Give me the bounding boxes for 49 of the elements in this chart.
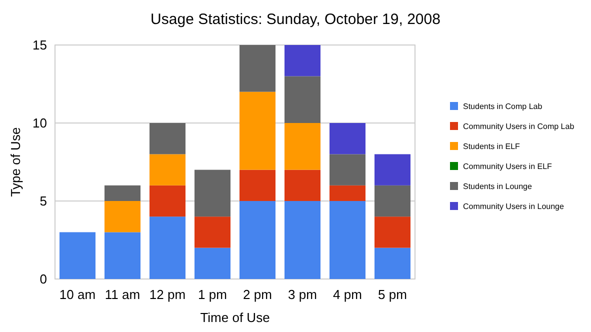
bar: [374, 216, 410, 248]
bar: [104, 232, 140, 279]
x-tick-label: 2 pm: [243, 287, 272, 302]
bar: [330, 201, 366, 279]
bar: [150, 185, 186, 217]
x-tick-label: 10 am: [59, 287, 96, 302]
legend-label: Community Users in Comp Lab: [463, 122, 575, 131]
bar: [284, 170, 320, 201]
bar: [150, 216, 186, 279]
chart-title: Usage Statistics: Sunday, October 19, 2008: [150, 11, 440, 28]
bar: [194, 170, 230, 217]
bar: [60, 232, 96, 279]
bar: [374, 248, 410, 279]
bar: [284, 201, 320, 279]
bar: [330, 185, 366, 201]
bar: [240, 201, 276, 279]
bar: [104, 201, 140, 232]
bar: [284, 123, 320, 170]
bar: [240, 170, 276, 201]
legend-label: Students in ELF: [463, 142, 520, 151]
legend-label: Students in Lounge: [463, 182, 532, 191]
x-tick-label: 5 pm: [378, 287, 407, 302]
x-tick-label: 4 pm: [333, 287, 362, 302]
y-tick-label: 0: [40, 272, 47, 287]
x-tick-label: 3 pm: [288, 287, 317, 302]
y-axis-title: Type of Use: [8, 127, 23, 197]
y-tick-label: 10: [32, 116, 47, 131]
x-tick-label: 11 am: [104, 287, 140, 302]
x-axis-title: Time of Use: [200, 310, 270, 325]
bar: [330, 154, 366, 186]
bar: [374, 185, 410, 217]
bar: [104, 185, 140, 201]
bar: [194, 216, 230, 248]
x-tick-label: 1 pm: [198, 287, 227, 302]
legend-label: Community Users in Lounge: [463, 202, 564, 211]
bar: [194, 248, 230, 279]
bar: [240, 45, 276, 92]
bar: [150, 123, 186, 154]
bar: [330, 123, 366, 154]
legend-label: Community Users in ELF: [463, 162, 552, 171]
bar: [284, 76, 320, 123]
bar: [284, 45, 320, 76]
legend-label: Students in Comp Lab: [463, 102, 543, 111]
y-tick-label: 15: [32, 38, 47, 53]
x-tick-label: 12 pm: [149, 287, 186, 302]
bar: [240, 92, 276, 170]
bar: [374, 154, 410, 186]
y-tick-label: 5: [40, 194, 47, 209]
bar: [150, 154, 186, 186]
